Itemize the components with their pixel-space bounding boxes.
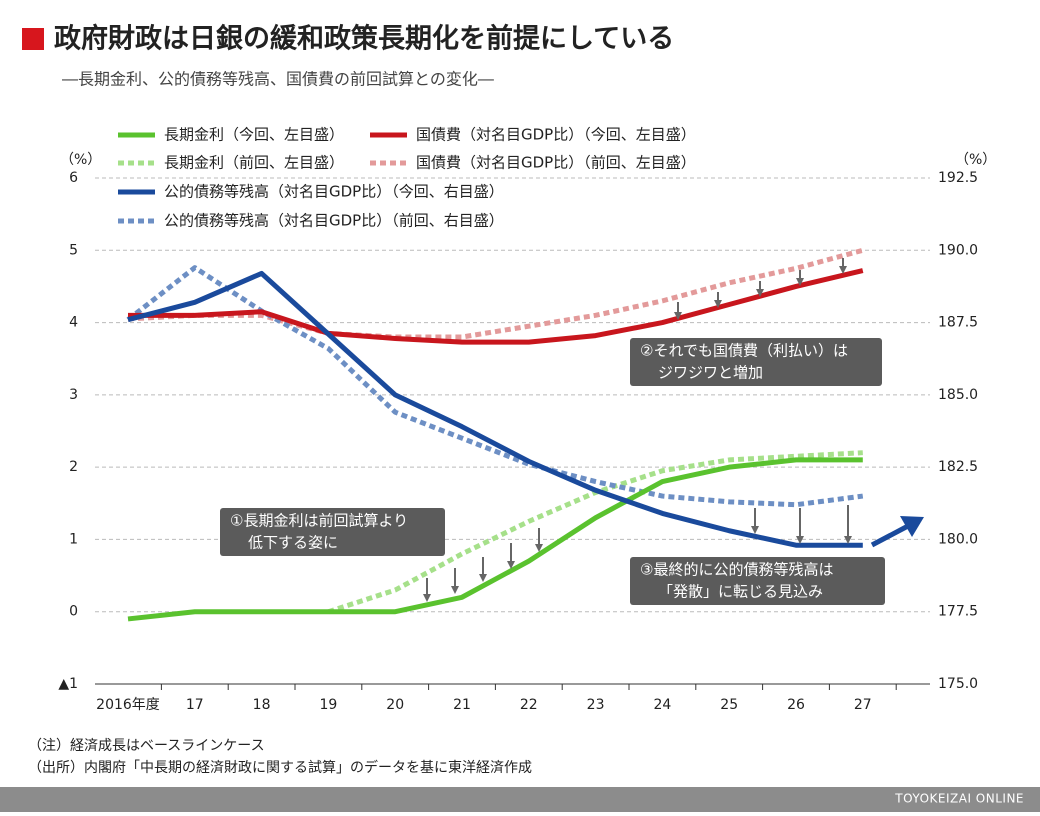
y2-tick-label: 185.0 xyxy=(938,387,978,403)
x-tick-label: 20 xyxy=(386,697,404,713)
annotation-text: 「発散」に転じる見込み xyxy=(658,583,823,601)
x-tick-label: 19 xyxy=(319,697,337,713)
y-tick-label: ▲1 xyxy=(58,676,78,692)
y-tick-label: 0 xyxy=(69,604,78,620)
x-tick-label: 27 xyxy=(854,697,872,713)
x-tick-label: 26 xyxy=(787,697,805,713)
note: （注）経済成長はベースラインケース xyxy=(28,738,265,754)
y2-tick-label: 182.5 xyxy=(938,459,978,475)
y2-tick-label: 177.5 xyxy=(938,604,978,620)
title-marker xyxy=(22,28,44,50)
chart-title: 政府財政は日銀の緩和政策長期化を前提にしている xyxy=(54,23,674,55)
annotation-text: ③最終的に公的債務等残高は xyxy=(640,561,833,579)
x-tick-label: 25 xyxy=(720,697,738,713)
y-tick-label: 2 xyxy=(69,459,78,475)
x-tick-label: 23 xyxy=(587,697,605,713)
legend-label: 長期金利（前回、左目盛） xyxy=(164,154,344,172)
footer: TOYOKEIZAI ONLINE xyxy=(894,792,1024,806)
annotation-box xyxy=(220,508,445,556)
divergence-arrowhead xyxy=(900,516,924,537)
divergence-arrow xyxy=(870,523,910,548)
y2-axis-label: （%） xyxy=(955,152,996,168)
series-line xyxy=(127,457,863,622)
series-line xyxy=(127,270,863,548)
footer-bar xyxy=(0,787,1040,812)
y-tick-label: 5 xyxy=(69,242,78,258)
y-tick-label: 6 xyxy=(69,170,78,186)
y-tick-label: 3 xyxy=(69,387,78,403)
y2-tick-label: 190.0 xyxy=(938,242,978,258)
annotation-text: ①長期金利は前回試算より xyxy=(230,512,408,530)
x-tick-label: 21 xyxy=(453,697,471,713)
x-tick-label: 24 xyxy=(653,697,671,713)
series-line xyxy=(127,247,864,340)
change-arrows xyxy=(423,258,852,602)
x-tick-label: 17 xyxy=(186,697,204,713)
annotation-box xyxy=(630,338,882,386)
legend-label: 国債費（対名目GDP比）（今回、左目盛） xyxy=(416,126,696,144)
y-tick-label: 1 xyxy=(69,531,78,547)
annotation-text: ②それでも国債費（利払い）は xyxy=(640,342,848,360)
x-tick-label: 2016年度 xyxy=(96,697,160,713)
legend-label: 公的債務等残高（対名目GDP比）（前回、右目盛） xyxy=(164,212,504,230)
subtitle: ―長期金利、公的債務等残高、国債費の前回試算との変化― xyxy=(62,70,494,89)
source-note: （出所）内閣府「中長期の経済財政に関する試算」のデータを基に東洋経済作成 xyxy=(28,759,532,776)
y2-tick-label: 192.5 xyxy=(938,170,978,186)
series-line xyxy=(128,268,864,345)
plot-area: ▲10123456175.0177.5180.0182.5185.0187.51… xyxy=(58,170,978,713)
y2-tick-label: 180.0 xyxy=(938,531,978,547)
legend-label: 公的債務等残高（対名目GDP比）（今回、右目盛） xyxy=(164,183,504,201)
series-line xyxy=(126,265,864,508)
legend-label: 国債費（対名目GDP比）（前回、左目盛） xyxy=(416,154,696,172)
legend-label: 長期金利（今回、左目盛） xyxy=(164,126,344,144)
y-axis-label: （%） xyxy=(60,152,101,168)
annotation-text: 低下する姿に xyxy=(248,534,338,552)
x-tick-label: 18 xyxy=(253,697,271,713)
y2-tick-label: 175.0 xyxy=(938,676,978,692)
y-tick-label: 4 xyxy=(69,315,78,331)
annotation-text: ジワジワと増加 xyxy=(658,364,763,382)
x-tick-label: 22 xyxy=(520,697,538,713)
annotation-box xyxy=(630,557,885,605)
y2-tick-label: 187.5 xyxy=(938,315,978,331)
